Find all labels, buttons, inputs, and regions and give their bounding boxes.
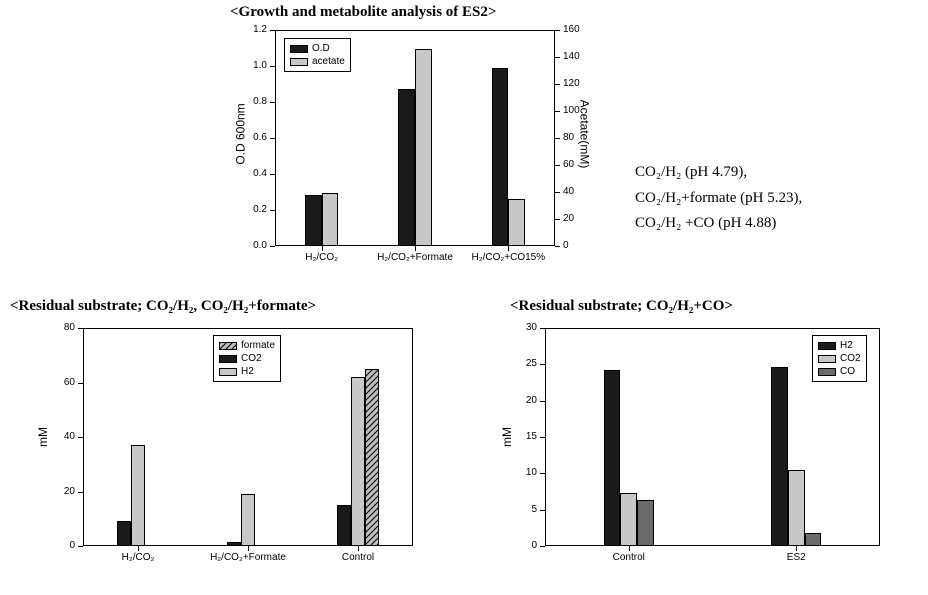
legend-swatch-co — [818, 368, 836, 376]
bar-acetate — [322, 193, 339, 246]
bar-od — [398, 89, 415, 246]
legend-swatch-od — [290, 45, 308, 53]
bar-H2 — [771, 367, 788, 546]
chart2-y-title: mM — [36, 427, 50, 447]
ytick-right-label: 100 — [563, 105, 580, 116]
ytick-label: 20 — [512, 395, 537, 406]
legend-swatch-acetate — [290, 58, 308, 66]
bar-formate — [365, 369, 379, 546]
ytick-label: 0 — [512, 540, 537, 551]
chart1-container: O.D 600nm Acetate(mM) 0.00.20.40.60.81.0… — [230, 22, 596, 278]
xcat-label: H₂/CO₂ — [275, 252, 368, 263]
bar-acetate — [415, 49, 432, 246]
legend-swatch-h2b — [818, 342, 836, 350]
ytick-left-label: 0.0 — [237, 240, 267, 251]
bar-H2 — [351, 377, 365, 546]
legend-label-acetate: acetate — [312, 56, 345, 67]
legend-swatch-h2 — [219, 368, 237, 376]
chart3-container: mM 051015202530 ControlES2 H2 CO2 CO — [500, 320, 900, 580]
legend-swatch-co2 — [219, 355, 237, 363]
legend-item-co2: CO2 — [219, 352, 275, 365]
legend-item-co: CO — [818, 365, 861, 378]
bar-H2 — [241, 494, 255, 546]
bar-od — [305, 195, 322, 246]
ytick-left-label: 0.2 — [237, 204, 267, 215]
ytick-label: 40 — [50, 431, 75, 442]
bar-CO — [805, 533, 822, 546]
ytick-label: 20 — [50, 486, 75, 497]
chart2-container: mM 0 20 40 60 80 H₂/CO₂H₂/CO₂+FormateControl… — [38, 320, 438, 580]
legend-item-h2b: H2 — [818, 339, 861, 352]
ytick-right-label: 0 — [563, 240, 569, 251]
xcat-label: Control — [303, 552, 413, 563]
xcat-label: H₂/CO₂+Formate — [368, 252, 461, 263]
ytick-label: 60 — [50, 377, 75, 388]
ytick-right-label: 20 — [563, 213, 574, 224]
ytick-label: 10 — [512, 467, 537, 478]
legend-label-co2b: CO2 — [840, 353, 861, 364]
ytick-right-label: 60 — [563, 159, 574, 170]
ytick-label: 80 — [50, 322, 75, 333]
legend-item-h2: H2 — [219, 365, 275, 378]
ytick-label: 5 — [512, 504, 537, 515]
bar-od — [492, 68, 509, 246]
legend-label-od: O.D — [312, 43, 330, 54]
ytick-left-label: 1.2 — [237, 24, 267, 35]
side-line-3: CO₂/H₂ +CO (pH 4.88) — [635, 211, 802, 237]
chart1-title: <Growth and metabolite analysis of ES2> — [230, 4, 496, 21]
side-text-block: CO₂/H₂ (pH 4.79), CO₂/H₂+formate (pH 5.2… — [635, 160, 802, 237]
legend-label-h2: H2 — [241, 366, 254, 377]
bar-acetate — [508, 199, 525, 246]
legend-item-formate: formate — [219, 339, 275, 352]
ytick-left-label: 1.0 — [237, 60, 267, 71]
ytick-left-label: 0.6 — [237, 132, 267, 143]
xcat-label: H₂/CO₂+Formate — [193, 552, 303, 563]
bar-CO — [637, 500, 654, 546]
ytick-label: 15 — [512, 431, 537, 442]
ytick-left-label: 0.4 — [237, 168, 267, 179]
bar-H2 — [604, 370, 621, 546]
ytick-right-label: 40 — [563, 186, 574, 197]
bar-CO2 — [620, 493, 637, 546]
chart3-title: <Residual substrate; CO₂/H₂+CO> — [510, 298, 733, 315]
bar-CO2 — [337, 505, 351, 546]
ytick-right-label: 160 — [563, 24, 580, 35]
chart2-title: <Residual substrate; CO₂/H₂, CO₂/H₂+form… — [10, 298, 316, 315]
legend-swatch-formate — [219, 342, 237, 350]
chart2-legend: formate CO2 H2 — [213, 335, 281, 382]
ytick-label: 0 — [50, 540, 75, 551]
side-line-2: CO₂/H₂+formate (pH 5.23), — [635, 186, 802, 212]
bar-CO2 — [788, 470, 805, 546]
bar-CO2 — [227, 542, 241, 546]
ytick-right-label: 140 — [563, 51, 580, 62]
legend-label-formate: formate — [241, 340, 275, 351]
ytick-label: 25 — [512, 358, 537, 369]
legend-label-co2: CO2 — [241, 353, 262, 364]
legend-swatch-co2b — [818, 355, 836, 363]
chart1-legend: O.D acetate — [284, 38, 351, 72]
ytick-right-label: 120 — [563, 78, 580, 89]
legend-item-od: O.D — [290, 42, 345, 55]
bar-H2 — [131, 445, 145, 546]
chart3-legend: H2 CO2 CO — [812, 335, 867, 382]
legend-label-h2b: H2 — [840, 340, 853, 351]
xcat-label: H₂/CO₂+CO15% — [462, 252, 555, 263]
ytick-left-label: 0.8 — [237, 96, 267, 107]
xcat-label: ES2 — [713, 552, 881, 563]
legend-label-co: CO — [840, 366, 855, 377]
ytick-label: 30 — [512, 322, 537, 333]
xcat-label: H₂/CO₂ — [83, 552, 193, 563]
ytick-right-label: 80 — [563, 132, 574, 143]
side-line-1: CO₂/H₂ (pH 4.79), — [635, 160, 802, 186]
legend-item-acetate: acetate — [290, 55, 345, 68]
bar-CO2 — [117, 521, 131, 546]
legend-item-co2b: CO2 — [818, 352, 861, 365]
xcat-label: Control — [545, 552, 713, 563]
